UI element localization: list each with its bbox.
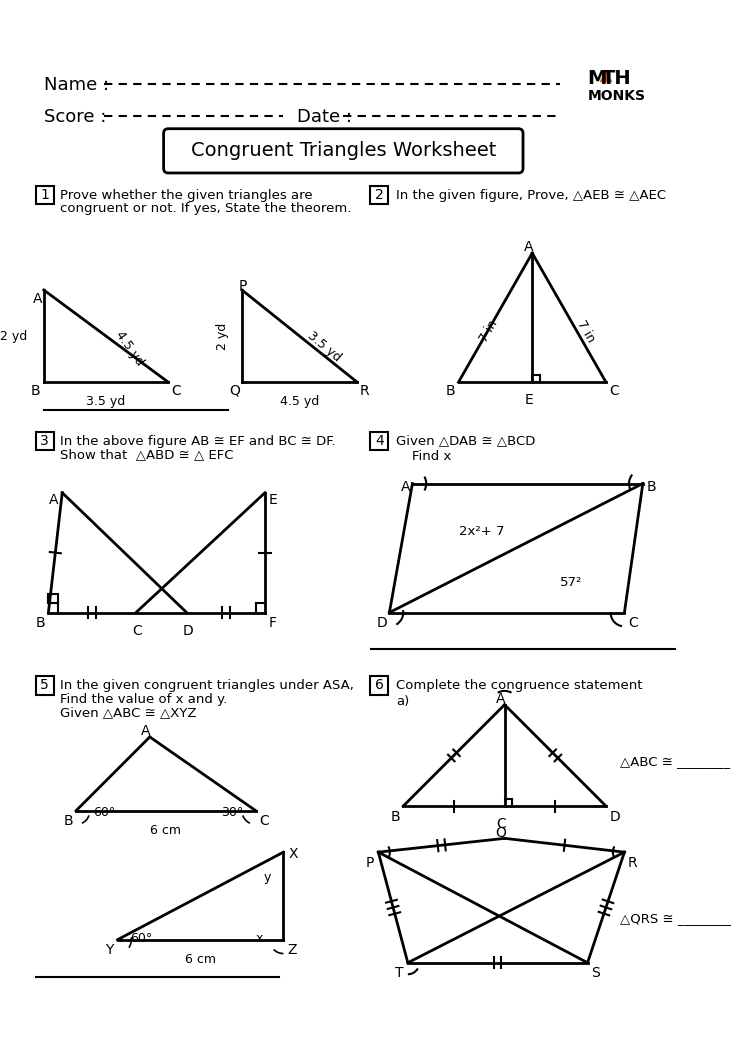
Text: Y: Y <box>105 943 113 958</box>
Text: D: D <box>183 624 194 637</box>
Text: 6 cm: 6 cm <box>185 952 216 966</box>
FancyBboxPatch shape <box>36 186 54 205</box>
Text: B: B <box>646 480 656 494</box>
Text: In the given figure, Prove, △AEB ≅ △AEC: In the given figure, Prove, △AEB ≅ △AEC <box>395 189 666 202</box>
Text: P: P <box>238 279 246 293</box>
Text: y: y <box>263 870 271 884</box>
Text: X: X <box>289 846 298 861</box>
Text: In the above figure AB ≅ EF and BC ≅ DF.: In the above figure AB ≅ EF and BC ≅ DF. <box>60 435 336 447</box>
Text: Find x: Find x <box>413 450 452 463</box>
Text: D: D <box>376 616 387 630</box>
Text: Show that  △ABD ≅ △ EFC: Show that △ABD ≅ △ EFC <box>60 448 234 462</box>
FancyBboxPatch shape <box>163 129 523 173</box>
Text: A: A <box>401 480 411 494</box>
Text: 3.5 yd: 3.5 yd <box>86 395 125 408</box>
Text: 7 in: 7 in <box>477 318 500 344</box>
Text: A: A <box>496 692 505 706</box>
Text: 1: 1 <box>40 188 49 202</box>
Text: Date :: Date : <box>298 107 352 126</box>
Text: C: C <box>260 815 269 828</box>
Text: B: B <box>31 384 41 398</box>
Text: Score :: Score : <box>44 107 106 126</box>
Text: 5: 5 <box>40 678 49 692</box>
Text: MONKS: MONKS <box>588 89 646 103</box>
Text: In the given congruent triangles under ASA,: In the given congruent triangles under A… <box>60 679 354 692</box>
Text: A: A <box>49 492 59 507</box>
Text: Find the value of x and y.: Find the value of x and y. <box>60 693 228 706</box>
Text: 4: 4 <box>375 434 384 448</box>
Text: A: A <box>141 724 151 738</box>
Text: Q: Q <box>496 825 506 839</box>
Text: C: C <box>132 624 142 637</box>
Text: R: R <box>360 384 370 398</box>
Polygon shape <box>600 70 611 82</box>
Text: B: B <box>36 616 45 630</box>
FancyBboxPatch shape <box>36 432 54 450</box>
FancyBboxPatch shape <box>36 676 54 694</box>
Text: TH: TH <box>603 69 632 88</box>
Text: Z: Z <box>287 943 297 958</box>
Text: a): a) <box>395 695 409 709</box>
Text: S: S <box>591 966 600 981</box>
FancyBboxPatch shape <box>370 676 389 694</box>
Text: 60°: 60° <box>93 806 115 819</box>
Text: Congruent Triangles Worksheet: Congruent Triangles Worksheet <box>191 142 496 161</box>
Text: 2 yd: 2 yd <box>0 330 27 342</box>
Text: △QRS ≅ ________: △QRS ≅ ________ <box>620 912 731 925</box>
Bar <box>532 375 539 382</box>
Text: 4.5 yd: 4.5 yd <box>280 395 319 408</box>
Text: Q: Q <box>229 384 240 398</box>
Text: 3: 3 <box>40 434 49 448</box>
Text: B: B <box>63 815 73 828</box>
Text: 57²: 57² <box>560 575 582 589</box>
Text: P: P <box>366 856 374 869</box>
Text: C: C <box>496 817 506 832</box>
Text: 7 in: 7 in <box>574 318 597 344</box>
Text: B: B <box>446 384 456 398</box>
Text: A: A <box>33 292 42 306</box>
Text: C: C <box>171 384 181 398</box>
Text: 2: 2 <box>375 188 384 202</box>
Text: 6: 6 <box>375 678 384 692</box>
Bar <box>48 594 58 604</box>
Text: M: M <box>588 69 607 88</box>
Text: T: T <box>395 966 404 981</box>
Text: C: C <box>628 616 638 630</box>
Text: F: F <box>269 616 277 630</box>
Text: x: x <box>256 932 263 945</box>
Text: 30°: 30° <box>221 806 243 819</box>
Text: Name :: Name : <box>44 77 109 94</box>
Text: △ABC ≅ ________: △ABC ≅ ________ <box>620 755 730 769</box>
Text: B: B <box>390 810 400 824</box>
Text: 4.5 yd: 4.5 yd <box>114 329 146 369</box>
Text: C: C <box>610 384 620 398</box>
Text: 2x²+ 7: 2x²+ 7 <box>459 525 504 538</box>
Text: E: E <box>524 393 533 407</box>
Text: 6 cm: 6 cm <box>151 823 181 837</box>
Text: Given △ABC ≅ △XYZ: Given △ABC ≅ △XYZ <box>60 707 197 719</box>
Text: Given △DAB ≅ △BCD: Given △DAB ≅ △BCD <box>395 435 535 447</box>
Text: 60°: 60° <box>131 932 153 945</box>
Text: congruent or not. If yes, State the theorem.: congruent or not. If yes, State the theo… <box>60 203 352 215</box>
Text: R: R <box>628 856 637 869</box>
FancyBboxPatch shape <box>370 186 389 205</box>
Text: Prove whether the given triangles are: Prove whether the given triangles are <box>60 189 313 202</box>
Text: Complete the congruence statement: Complete the congruence statement <box>395 679 643 692</box>
Text: 2 yd: 2 yd <box>216 322 229 350</box>
FancyBboxPatch shape <box>370 432 389 450</box>
Text: D: D <box>610 810 620 824</box>
Text: A: A <box>524 240 533 254</box>
Text: 3.5 yd: 3.5 yd <box>305 329 344 364</box>
Text: E: E <box>269 492 278 507</box>
